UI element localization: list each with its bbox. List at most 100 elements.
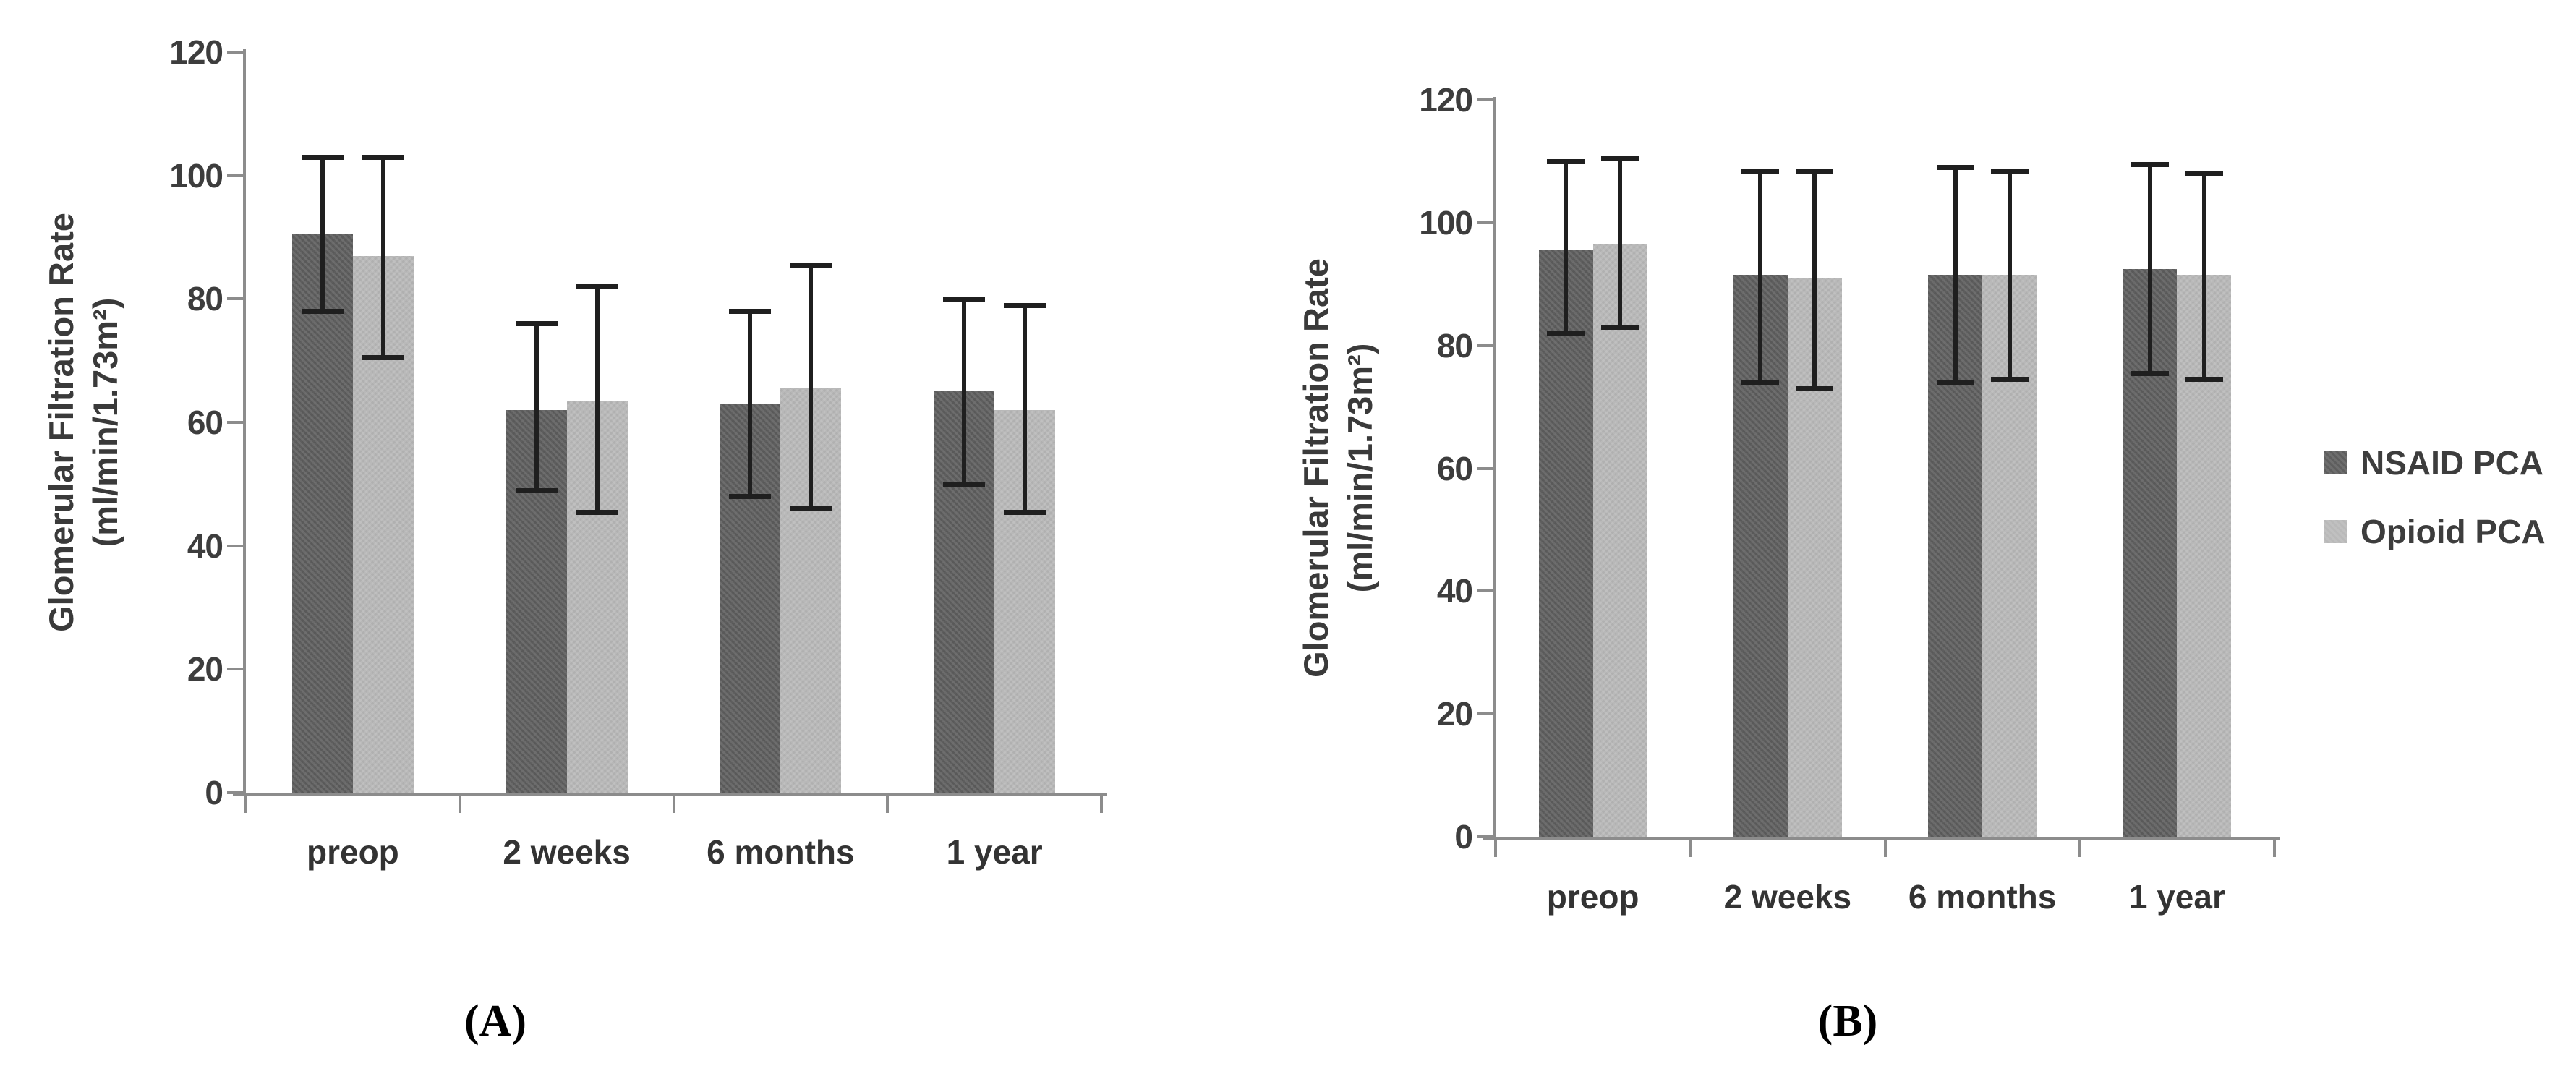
y-tick-label-B: 0	[1454, 818, 1473, 856]
error-bar-B-nsaid-1-year-top-cap	[2131, 162, 2169, 168]
bar-B-opioid-preop	[1592, 244, 1647, 837]
x-category-label-B: 6 months	[1908, 878, 2057, 916]
error-bar-A-opioid-6-months-bottom-cap	[790, 506, 832, 512]
caption-panel-a: (A)	[464, 997, 527, 1046]
nsaid-swatch-icon	[2324, 451, 2347, 474]
error-bar-B-opioid-preop-bottom-cap	[1601, 325, 1639, 331]
x-category-label-B: 2 weeks	[1723, 878, 1852, 916]
error-bar-A-opioid-1-year	[1023, 304, 1028, 512]
y-axis-B	[1493, 97, 1496, 840]
x-tick-B	[2273, 837, 2276, 857]
error-bar-B-opioid-1-year	[2201, 173, 2206, 380]
error-bar-B-nsaid-2-weeks-top-cap	[1741, 168, 1780, 174]
error-bar-B-nsaid-1-year-bottom-cap	[2131, 370, 2169, 376]
y-tick-label-B: 20	[1436, 695, 1473, 733]
y-tick-label-A: 40	[187, 527, 223, 565]
error-bar-A-nsaid-6-months	[748, 311, 753, 497]
y-tick-label-B: 60	[1436, 449, 1473, 487]
x-tick-A	[1100, 793, 1103, 813]
y-tick-label-A: 20	[187, 650, 223, 689]
x-category-label-A: 6 months	[707, 833, 855, 871]
error-bar-B-nsaid-preop-bottom-cap	[1547, 331, 1585, 336]
error-bar-B-nsaid-6-months-bottom-cap	[1936, 380, 1974, 385]
x-tick-A	[458, 793, 461, 813]
error-bar-B-nsaid-2-weeks-bottom-cap	[1741, 380, 1780, 385]
y-tick-B	[1477, 221, 1493, 224]
x-tick-B	[2078, 837, 2081, 857]
error-bar-A-nsaid-6-months-top-cap	[729, 309, 772, 315]
error-bar-A-opioid-1-year-bottom-cap	[1004, 509, 1046, 515]
error-bar-A-opioid-2-weeks-bottom-cap	[576, 509, 618, 515]
error-bar-A-opioid-preop	[380, 157, 385, 358]
y-tick-A	[227, 791, 243, 794]
y-tick-label-A: 0	[205, 774, 223, 811]
error-bar-B-opioid-2-weeks-bottom-cap	[1796, 386, 1834, 392]
error-bar-B-opioid-6-months-top-cap	[1990, 168, 2029, 174]
y-tick-A	[227, 421, 243, 424]
error-bar-B-opioid-1-year-top-cap	[2185, 171, 2223, 176]
x-category-label-A: 2 weeks	[503, 833, 631, 871]
error-bar-B-opioid-preop	[1618, 158, 1623, 328]
x-category-label-A: preop	[306, 833, 399, 871]
error-bar-B-nsaid-preop-top-cap	[1547, 158, 1585, 164]
error-bar-B-nsaid-6-months-top-cap	[1936, 165, 1974, 171]
x-category-label-B: preop	[1546, 878, 1639, 916]
legend-label-nsaid: NSAID PCA	[2360, 444, 2544, 482]
error-bar-A-opioid-6-months-top-cap	[790, 263, 832, 268]
x-tick-A	[672, 793, 675, 813]
x-tick-A	[244, 793, 247, 813]
bar-B-nsaid-2-weeks	[1733, 275, 1788, 837]
bar-A-nsaid-1-year	[934, 391, 995, 793]
error-bar-B-opioid-6-months-bottom-cap	[1990, 377, 2029, 383]
y-tick-A	[227, 174, 243, 177]
y-tick-A	[227, 297, 243, 301]
x-tick-B	[1494, 837, 1497, 857]
bar-A-nsaid-6-months	[720, 404, 781, 793]
error-bar-A-nsaid-preop-bottom-cap	[301, 309, 344, 315]
error-bar-B-opioid-6-months	[2007, 170, 2012, 380]
legend-item-opioid: Opioid PCA	[2324, 513, 2546, 550]
error-bar-B-nsaid-6-months	[1953, 167, 1958, 383]
y-tick-B	[1477, 712, 1493, 716]
error-bar-B-opioid-2-weeks	[1812, 170, 1817, 389]
y-tick-label-B: 120	[1419, 81, 1473, 119]
error-bar-B-nsaid-1-year	[2147, 164, 2152, 373]
y-tick-label-A: 60	[187, 404, 223, 441]
legend: NSAID PCA Opioid PCA	[2324, 445, 2546, 582]
y-axis-A	[243, 49, 246, 796]
y-tick-label-A: 100	[169, 156, 223, 195]
y-tick-label-A: 80	[187, 280, 223, 318]
error-bar-B-opioid-1-year-bottom-cap	[2185, 377, 2223, 383]
x-tick-B	[1883, 837, 1887, 857]
x-category-label-B: 1 year	[2128, 878, 2225, 916]
y-tick-B	[1477, 344, 1493, 347]
error-bar-B-nsaid-preop	[1564, 161, 1569, 333]
error-bar-A-nsaid-1-year-bottom-cap	[943, 482, 986, 487]
error-bar-A-nsaid-6-months-bottom-cap	[729, 494, 772, 500]
y-tick-A	[227, 668, 243, 671]
y-tick-label-B: 80	[1436, 326, 1473, 365]
error-bar-A-opioid-preop-top-cap	[362, 155, 404, 161]
y-tick-label-B: 100	[1419, 203, 1473, 242]
x-tick-A	[886, 793, 890, 813]
bar-B-nsaid-preop	[1538, 250, 1593, 837]
error-bar-A-nsaid-1-year	[962, 299, 967, 485]
x-tick-B	[1689, 837, 1692, 857]
x-axis-B	[1483, 837, 2280, 840]
y-tick-label-B: 40	[1436, 572, 1473, 610]
y-tick-A	[227, 51, 243, 54]
error-bar-A-opioid-1-year-top-cap	[1004, 302, 1046, 308]
error-bar-A-opioid-6-months	[809, 265, 814, 509]
error-bar-A-opioid-2-weeks-top-cap	[576, 284, 618, 290]
x-axis-A	[233, 793, 1107, 796]
y-tick-B	[1477, 466, 1493, 470]
error-bar-A-opioid-2-weeks	[594, 286, 600, 512]
error-bar-A-nsaid-1-year-top-cap	[943, 297, 986, 302]
y-tick-B	[1477, 589, 1493, 593]
error-bar-A-opioid-preop-bottom-cap	[362, 355, 404, 361]
error-bar-B-opioid-2-weeks-top-cap	[1796, 168, 1834, 174]
error-bar-A-nsaid-2-weeks-bottom-cap	[515, 487, 558, 493]
y-tick-A	[227, 544, 243, 547]
